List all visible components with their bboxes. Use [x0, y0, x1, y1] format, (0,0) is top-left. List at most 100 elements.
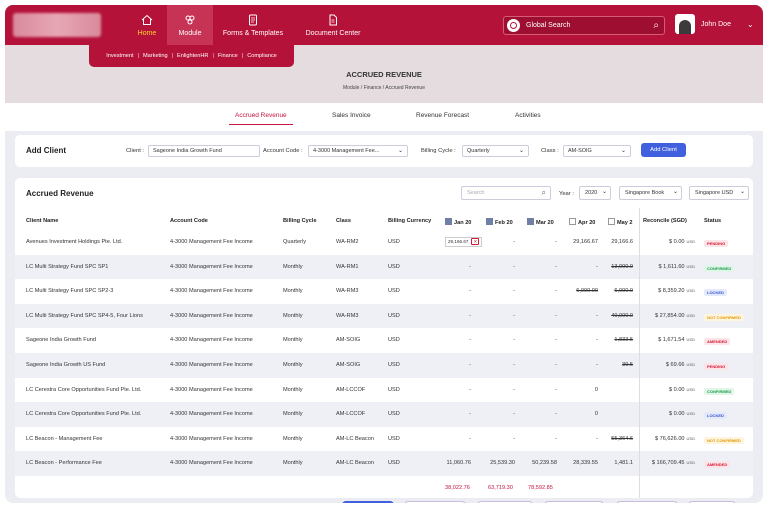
table-row[interactable]: LC Beacon - Management Fee 4-3000 Managem… — [15, 427, 753, 452]
cell-cycle: Monthly — [283, 435, 303, 442]
table-row[interactable]: LC Multi Strategy Fund SPC SP1 4-3000 Man… — [15, 254, 753, 280]
status-badge: CONFIRMED — [704, 264, 735, 272]
account-code-select[interactable]: 4-3000 Management Fee... ⌄ — [308, 145, 408, 157]
add-client-panel: Add Client Client : Sageone India Growth… — [15, 135, 753, 167]
status-badge: LOCKED — [704, 289, 727, 297]
book-select[interactable]: Singapore Book ⌄ — [619, 186, 682, 200]
cell-client: LC Beacon - Performance Fee — [26, 460, 102, 467]
footer-button[interactable] — [688, 501, 736, 503]
billing-cycle-select[interactable]: Quarterly ⌄ — [462, 145, 529, 157]
submenu-investment[interactable]: Investment — [106, 53, 134, 59]
globe-icon[interactable] — [507, 19, 520, 32]
header-class[interactable]: Class — [336, 218, 351, 224]
jan-value-input[interactable]: 29,166.67 ✕ — [445, 237, 483, 247]
currency-select[interactable]: Singapore USD ⌄ — [689, 186, 749, 200]
cell-jan: - — [469, 263, 471, 270]
table-row[interactable]: LC Cerestra Core Opportunities Fund Pte.… — [15, 378, 753, 403]
submenu-enlightenhr[interactable]: EnlightenHR — [177, 53, 209, 59]
cell-cur: USD — [388, 435, 400, 442]
cell-cur: USD — [388, 460, 400, 467]
mar-checkbox[interactable] — [527, 218, 534, 225]
table-row[interactable]: Sageone India Growth US Fund 4-3000 Manag… — [15, 353, 753, 378]
reconcile-currency: USD — [686, 411, 695, 417]
footer-button[interactable] — [544, 501, 604, 503]
header-jan[interactable]: Jan 20 — [445, 218, 471, 226]
search-icon[interactable]: ⌕ — [653, 20, 659, 31]
footer-primary-button[interactable] — [342, 501, 394, 503]
tab-activities[interactable]: Activities — [515, 112, 541, 119]
cell-apr: 6,000.00 — [576, 288, 598, 295]
header-apr[interactable]: Apr 20 — [569, 218, 595, 226]
footer-button[interactable] — [404, 501, 466, 503]
cell-may: 29,166.6 — [611, 239, 633, 245]
cell-client: Sageone India Growth US Fund — [26, 362, 106, 368]
footer-button[interactable] — [616, 501, 678, 503]
tab-revenue-forecast[interactable]: Revenue Forecast — [416, 112, 470, 119]
table-row[interactable]: LC Cerestra Core Opportunities Fund Pte.… — [15, 402, 753, 427]
cell-mar: - — [555, 435, 557, 442]
cell-jan: 11,060.76 — [446, 460, 471, 467]
year-select[interactable]: 2020 ⌄ — [579, 186, 611, 200]
cell-apr: 0 — [594, 386, 598, 393]
reconcile-currency: USD — [686, 362, 695, 367]
submenu-marketing[interactable]: Marketing — [143, 53, 168, 59]
chevron-down-icon: ⌄ — [397, 148, 403, 154]
table-row[interactable]: Sageone India Growth Fund 4-3000 Manageme… — [15, 328, 753, 353]
search-icon: ⌕ — [541, 188, 546, 197]
header-account-code[interactable]: Account Code — [170, 218, 208, 224]
jan-checkbox[interactable] — [445, 218, 452, 225]
cell-account: 4-3000 Management Fee Income — [170, 362, 253, 368]
cell-cur: USD — [388, 263, 400, 270]
cell-feb: - — [513, 386, 515, 393]
reconcile-currency: USD — [686, 460, 695, 466]
clear-icon[interactable]: ✕ — [471, 238, 480, 245]
table-row[interactable]: Avenues Investment Holdings Pte. Ltd. 4-3… — [15, 230, 753, 255]
header-feb[interactable]: Feb 20 — [486, 218, 513, 226]
header-reconcile[interactable]: Reconcile (SGD) — [643, 218, 687, 224]
tab-accrued-revenue[interactable]: Accrued Revenue — [229, 112, 293, 125]
cell-may: 1,481.1 — [614, 460, 633, 467]
feb-checkbox[interactable] — [486, 218, 493, 225]
billing-cycle-value: Quarterly — [467, 148, 490, 154]
client-field[interactable]: Sageone India Growth Fund — [148, 145, 260, 157]
header-billing-cycle[interactable]: Billing Cycle — [283, 218, 317, 224]
nav-module[interactable]: Module — [167, 5, 213, 45]
nav-forms-label: Forms & Templates — [222, 29, 284, 37]
apr-checkbox[interactable] — [569, 218, 576, 225]
header-status[interactable]: Status — [704, 218, 722, 224]
header-mar[interactable]: Mar 20 — [527, 218, 554, 226]
table-row[interactable]: LC Beacon - Performance Fee 4-3000 Manage… — [15, 451, 753, 476]
header-may[interactable]: May 2 — [608, 218, 633, 226]
header-billing-currency[interactable]: Billing Currency — [388, 218, 432, 224]
class-select[interactable]: AM-SOIG ⌄ — [563, 145, 631, 157]
table-row[interactable]: LC Multi Strategy Fund SPC SP4-5, Four L… — [15, 303, 753, 329]
cell-jan: - — [469, 411, 471, 418]
cell-may: 55,364.6 — [611, 435, 633, 442]
cell-mar: - — [555, 386, 557, 393]
table-search-input[interactable]: Search ⌕ — [461, 186, 551, 200]
accrued-revenue-title: Accrued Revenue — [26, 189, 94, 198]
footer-button[interactable] — [477, 501, 533, 503]
company-logo[interactable] — [13, 13, 101, 37]
reconcile-amount: $ 1,611.60 — [658, 263, 685, 270]
cell-account: 4-3000 Management Fee Income — [170, 288, 253, 295]
cell-jan: - — [469, 362, 471, 368]
nav-document-center[interactable]: Document Center — [301, 5, 365, 45]
header-client[interactable]: Client Name — [26, 218, 59, 224]
cell-cycle: Monthly — [283, 386, 303, 393]
submenu-compliance[interactable]: Compliance — [247, 53, 277, 59]
add-client-button[interactable]: Add Client — [641, 143, 686, 157]
add-client-title: Add Client — [26, 146, 66, 155]
table-row[interactable]: LC Multi Strategy Fund SPC SP2-3 4-3000 M… — [15, 279, 753, 304]
nav-home[interactable]: Home — [127, 5, 167, 45]
may-checkbox[interactable] — [608, 218, 615, 225]
nav-forms-templates[interactable]: Forms & Templates — [221, 5, 285, 45]
user-menu[interactable]: John Doe ⌄ — [675, 14, 754, 34]
cell-jan: - — [469, 337, 471, 344]
global-search-input[interactable]: Global Search ⌕ — [503, 16, 665, 35]
submenu-finance[interactable]: Finance — [217, 53, 238, 59]
status-badge: AMENDED — [704, 338, 731, 346]
cell-apr: - — [596, 263, 598, 270]
tab-sales-invoice[interactable]: Sales Invoice — [332, 112, 371, 119]
chevron-down-icon[interactable]: ⌄ — [746, 19, 754, 29]
